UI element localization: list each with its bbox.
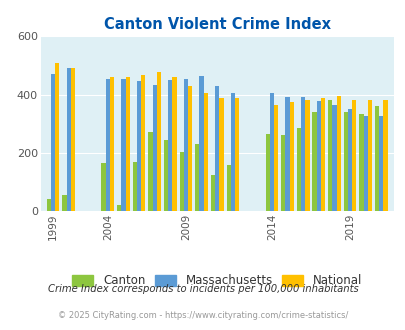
Bar <box>55 63 59 211</box>
Bar <box>363 116 367 211</box>
Bar <box>215 86 219 211</box>
Bar <box>305 100 309 211</box>
Bar <box>141 75 145 211</box>
Bar <box>343 112 347 211</box>
Legend: Canton, Massachusetts, National: Canton, Massachusetts, National <box>67 270 366 292</box>
Bar <box>132 162 136 211</box>
Bar <box>347 109 351 211</box>
Bar <box>358 114 363 211</box>
Bar <box>62 195 66 211</box>
Bar <box>234 98 239 211</box>
Bar <box>183 80 188 211</box>
Bar <box>51 74 55 211</box>
Bar <box>265 134 269 211</box>
Bar <box>230 93 234 211</box>
Bar <box>285 97 289 211</box>
Bar <box>105 79 110 211</box>
Bar <box>199 76 203 211</box>
Bar <box>289 103 293 211</box>
Text: Crime Index corresponds to incidents per 100,000 inhabitants: Crime Index corresponds to incidents per… <box>47 284 358 294</box>
Bar <box>188 86 192 211</box>
Bar <box>273 105 277 211</box>
Bar <box>226 165 230 211</box>
Title: Canton Violent Crime Index: Canton Violent Crime Index <box>103 17 330 32</box>
Bar <box>164 140 168 211</box>
Bar <box>121 79 125 211</box>
Bar <box>66 68 70 211</box>
Bar <box>281 135 285 211</box>
Bar <box>179 152 183 211</box>
Bar <box>195 144 199 211</box>
Bar <box>351 100 356 211</box>
Bar <box>269 93 273 211</box>
Bar <box>367 100 371 211</box>
Bar <box>301 97 305 211</box>
Bar <box>136 81 141 211</box>
Bar <box>110 77 114 211</box>
Bar <box>219 98 223 211</box>
Bar <box>296 127 301 211</box>
Bar <box>316 101 320 211</box>
Bar <box>172 77 176 211</box>
Bar <box>117 205 121 211</box>
Bar <box>70 68 75 211</box>
Bar <box>148 132 152 211</box>
Bar <box>168 80 172 211</box>
Bar <box>101 163 105 211</box>
Bar <box>47 199 51 211</box>
Bar <box>210 175 215 211</box>
Bar <box>374 106 378 211</box>
Bar <box>320 98 324 211</box>
Bar <box>125 77 130 211</box>
Bar <box>382 100 387 211</box>
Bar <box>332 105 336 211</box>
Text: © 2025 CityRating.com - https://www.cityrating.com/crime-statistics/: © 2025 CityRating.com - https://www.city… <box>58 312 347 320</box>
Bar <box>156 72 161 211</box>
Bar <box>336 96 340 211</box>
Bar <box>312 112 316 211</box>
Bar <box>203 93 207 211</box>
Bar <box>152 85 156 211</box>
Bar <box>327 100 332 211</box>
Bar <box>378 116 382 211</box>
